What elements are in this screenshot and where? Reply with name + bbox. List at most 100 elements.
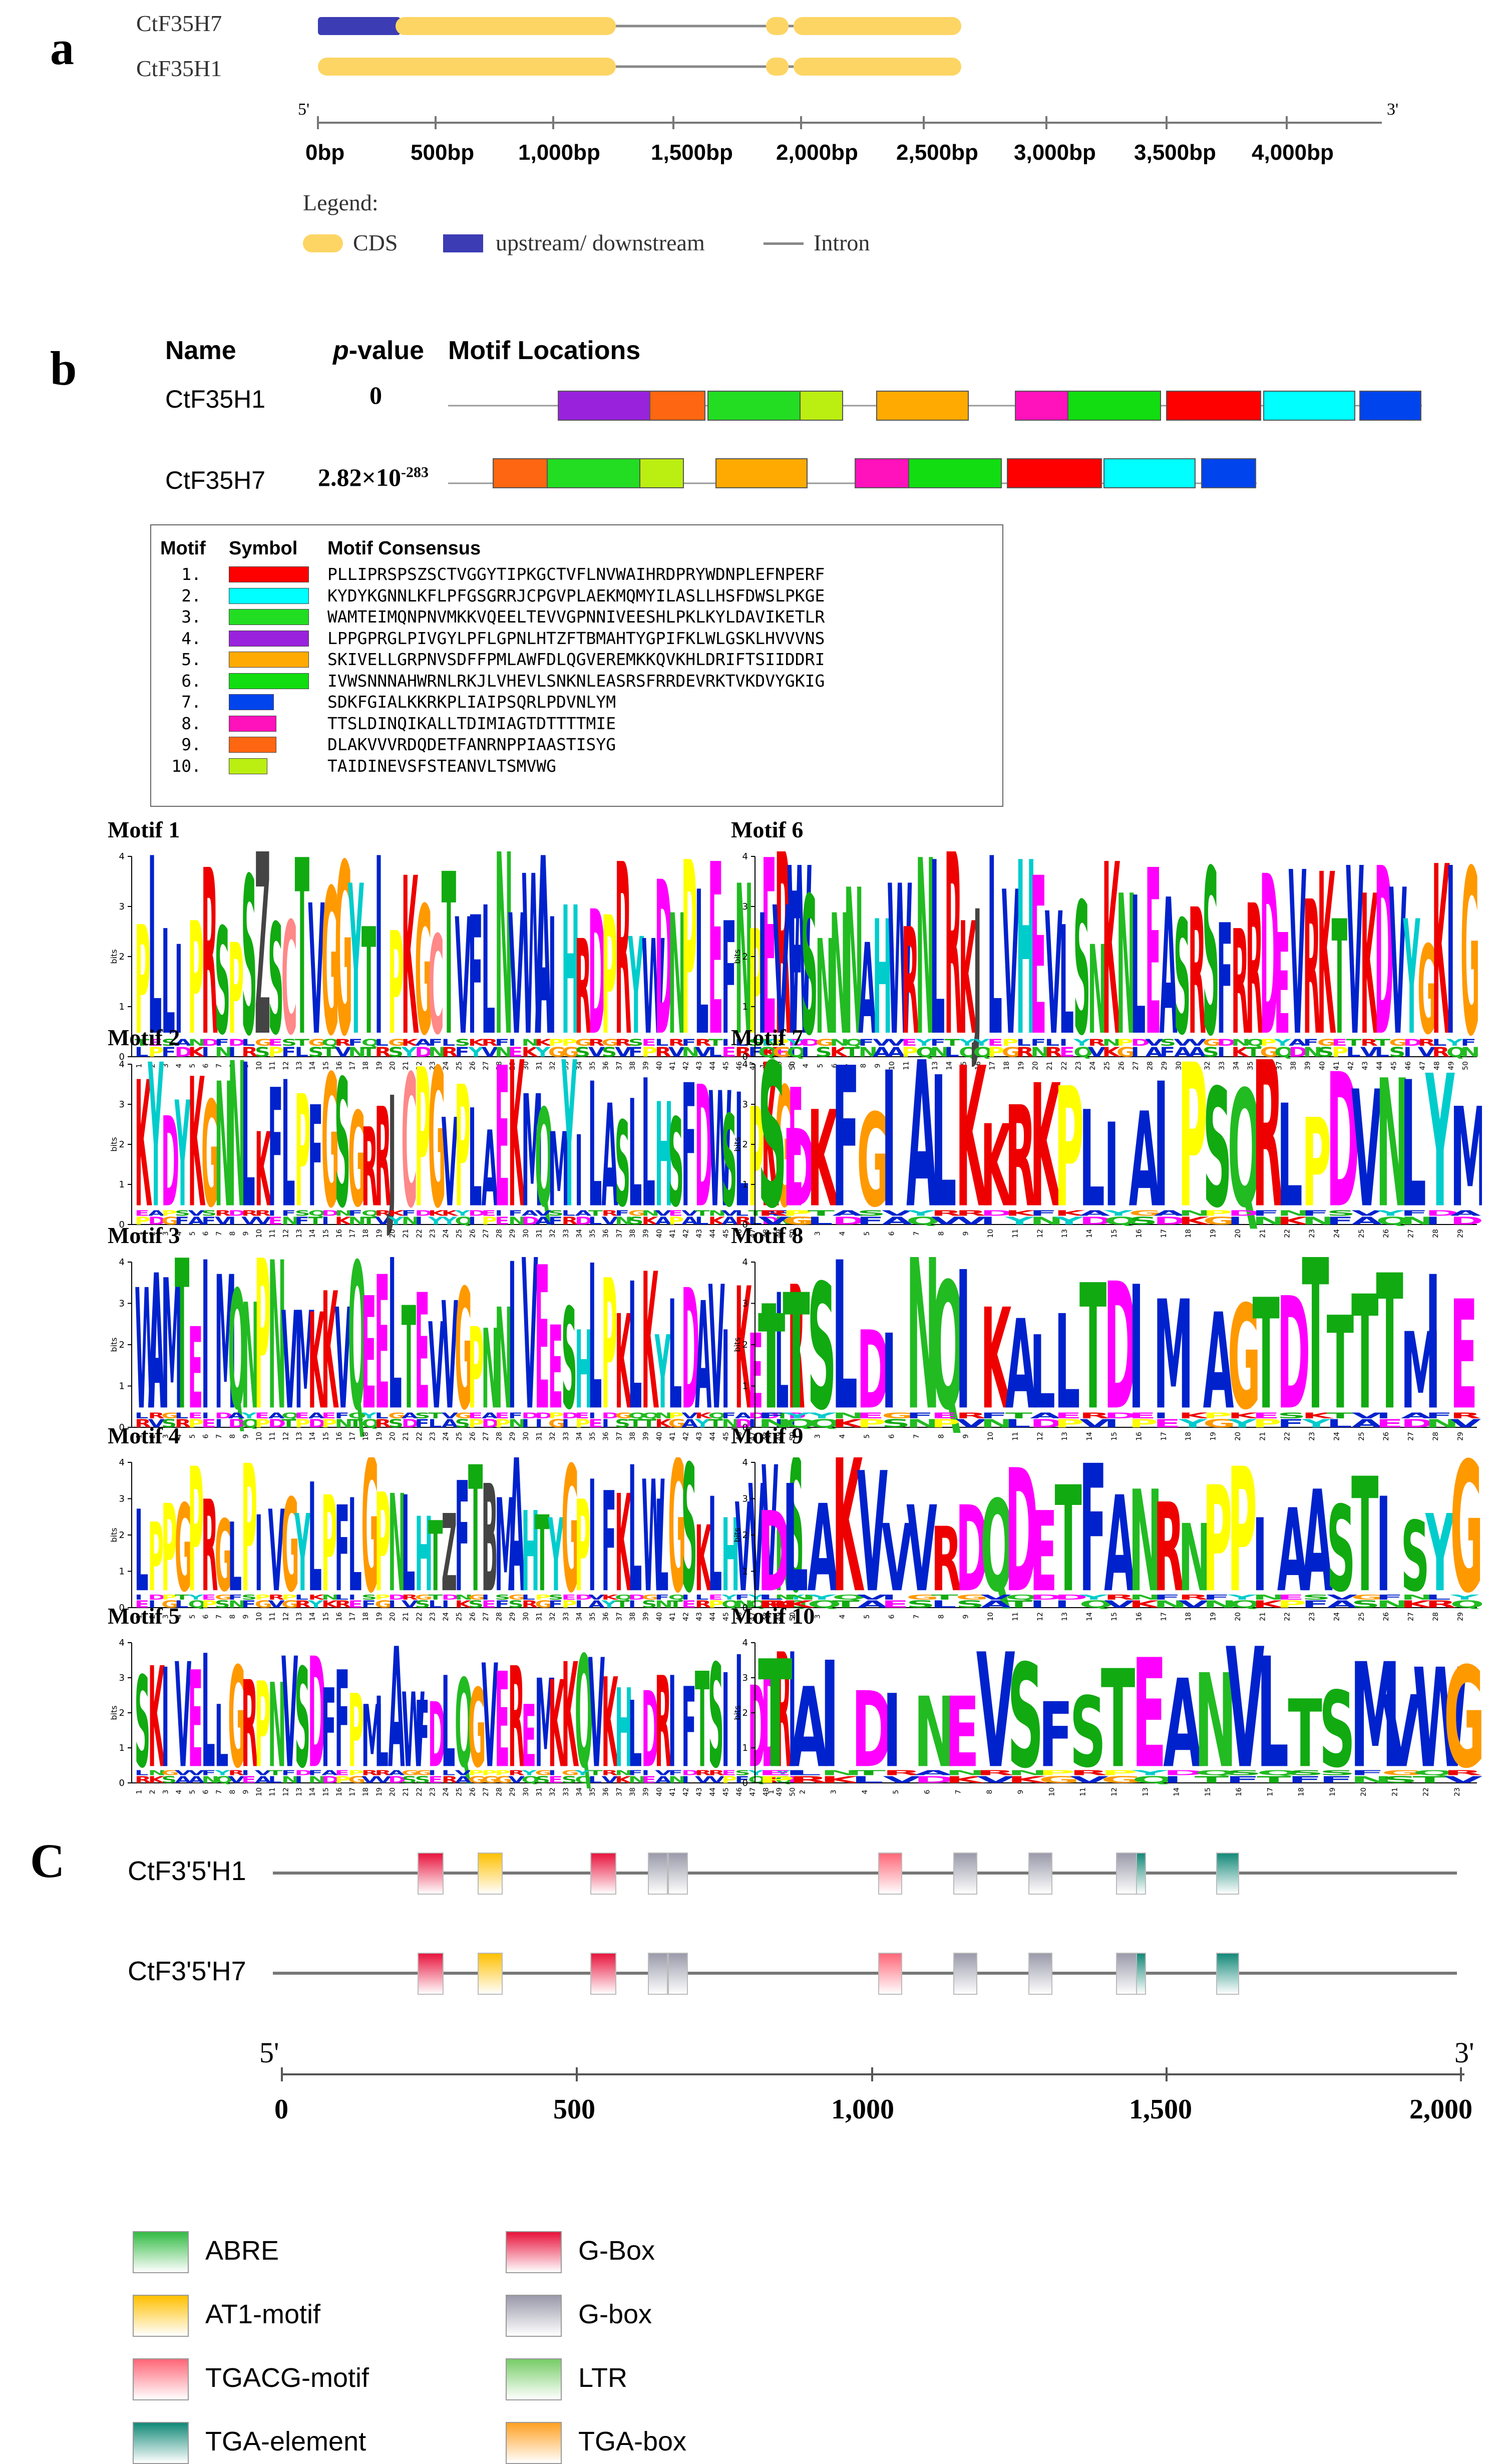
logo-letter-minor: I — [468, 1214, 476, 1227]
logo-position-label: 8 — [937, 1231, 945, 1236]
logo-letter-minor: R — [135, 1774, 151, 1785]
cis-element-AT1-motif — [478, 1853, 503, 1895]
logo-letter-minor: K — [1007, 1774, 1048, 1785]
logo-axis-tick: 0 — [742, 1422, 748, 1433]
logo-letter-minor: E — [428, 1774, 443, 1785]
logo-letter-minor: E — [931, 1411, 958, 1420]
logo-position-label: 15 — [322, 1229, 330, 1238]
logo-position-label: 10 — [987, 1612, 995, 1621]
logo-letter-minor: F — [1303, 1037, 1319, 1048]
logo-position-label: 6 — [202, 1789, 210, 1794]
logo-letter: L — [308, 1457, 321, 1626]
logo-letter-minor: E — [1129, 1411, 1156, 1420]
logo-letter: Q — [348, 1257, 366, 1447]
logo-letter-minor: D — [735, 1417, 753, 1430]
logo-letter-minor: V — [241, 1214, 258, 1227]
logo-letter-minor: P — [561, 1037, 577, 1048]
logo-letter: D — [655, 851, 673, 1077]
logo-letter-minor: N — [1253, 1594, 1286, 1602]
logo-letter-minor: I — [561, 1417, 569, 1430]
logo-letter: V — [1226, 1638, 1265, 1803]
logo-letter: V — [976, 1638, 1015, 1803]
logo-letter: G — [321, 851, 339, 1077]
logo-letter-minor: T — [832, 1599, 860, 1610]
logo-letter-minor: V — [1444, 1774, 1482, 1785]
logo-position-label: 2 — [789, 1434, 797, 1439]
logo-letter-minor: Y — [1274, 1037, 1291, 1048]
logo-position-label: 20 — [1360, 1787, 1368, 1796]
logo-letter-minor: L — [135, 1045, 148, 1060]
logo-letter-minor: I — [775, 1037, 783, 1048]
logo-letter-minor: N — [735, 1599, 753, 1610]
panel-a-label: a — [50, 21, 74, 75]
logo-letter: N — [495, 851, 513, 1077]
logo-letter-minor: L — [1375, 1044, 1389, 1060]
logo-letter-minor: G — [161, 1769, 179, 1777]
logo-letter-minor: D — [482, 1417, 500, 1430]
logo-letter-minor: D — [1228, 1208, 1261, 1217]
logo-letter-minor: K — [1277, 1214, 1309, 1227]
logo-axis-tick: 2 — [119, 1530, 125, 1541]
logo-letter-minor: V — [455, 1769, 472, 1777]
logo-letter: Y — [548, 1498, 564, 1614]
logo-position-label: 49 — [776, 1432, 784, 1441]
logo-letter: E — [495, 1059, 509, 1245]
logo-position-label: 6 — [202, 1231, 210, 1236]
logo-letter-minor: Q — [1079, 1599, 1113, 1610]
logo-letter-minor: P — [348, 1769, 364, 1777]
logo-letter-minor: N — [308, 1774, 326, 1785]
logo-position-label: 47 — [749, 1787, 757, 1796]
logo-letter-minor: S — [255, 1045, 270, 1060]
logo-letter-minor: Y — [361, 1411, 378, 1420]
logo-letter-minor: E — [482, 1208, 496, 1217]
logo-letter: K — [959, 890, 977, 1069]
logo-letter-minor: N — [508, 1214, 526, 1227]
gene-track-h1 — [318, 58, 961, 76]
logo-axis-tick: 4 — [119, 1457, 125, 1468]
logo-letter-minor: D — [801, 1037, 820, 1048]
logo-letter-minor: F — [1154, 1594, 1181, 1602]
logo-position-label: 48 — [762, 1061, 770, 1070]
logo-letter: T — [428, 1501, 443, 1613]
logo-letter: K — [548, 1656, 566, 1795]
logo-letter-minor: D — [1217, 1037, 1236, 1048]
logo-letter: T — [1351, 1457, 1378, 1627]
logo-letter-minor: K — [708, 1214, 726, 1227]
logo-letter: N — [228, 1059, 246, 1245]
logo-letter: L — [695, 851, 708, 1077]
logo-letter-minor: R — [402, 1593, 418, 1601]
logo-position-label: 39 — [642, 1432, 650, 1441]
logo-position-label: 36 — [602, 1432, 610, 1441]
logo-position-label: 8 — [229, 1615, 237, 1619]
logo-position-label: 27 — [1407, 1229, 1415, 1238]
tick-a-7: 3,500bp — [1134, 140, 1216, 165]
logo-letter: L — [1257, 1638, 1289, 1802]
logo-position-label: 33 — [562, 1229, 570, 1238]
logo-letter: G — [175, 1479, 192, 1619]
logo-letter-minor: Q — [628, 1411, 647, 1420]
logo-letter: L — [628, 1069, 642, 1241]
logo-position-label: 5 — [863, 1231, 871, 1236]
logo-letter-minor: D — [1289, 1044, 1308, 1060]
logo-letter: L — [655, 1474, 668, 1620]
logo-letter-minor: N — [641, 1208, 659, 1217]
logo-position-label: 43 — [695, 1787, 703, 1796]
logo-letter: G — [361, 1457, 379, 1628]
logo-letter-minor: Q — [1376, 1214, 1410, 1227]
logo-position-label: 4 — [175, 1231, 183, 1236]
logo-letter: R — [575, 912, 591, 1064]
logo-letter-minor: F — [508, 1411, 523, 1420]
logo-letter-minor: Y — [307, 1599, 324, 1610]
logo-letter: D — [1104, 1257, 1137, 1447]
gene-name-b1: CtF35H1 — [165, 385, 266, 413]
motif-block-5 — [715, 458, 808, 488]
logo-letter-minor: R — [695, 1769, 711, 1777]
motif-symbol — [229, 694, 274, 710]
logo-letter-minor: F — [1401, 1208, 1428, 1217]
table-head-motif: Motif — [160, 538, 206, 559]
motif-number: 7. — [181, 692, 201, 712]
cis-element-G-box — [953, 1953, 977, 1995]
logo-letter-minor: D — [1425, 1208, 1458, 1217]
logo-letter-minor: L — [442, 1769, 455, 1777]
motif-consensus: DLAKVVVRDQDETFANRNPPIAASTISYG — [327, 735, 616, 754]
